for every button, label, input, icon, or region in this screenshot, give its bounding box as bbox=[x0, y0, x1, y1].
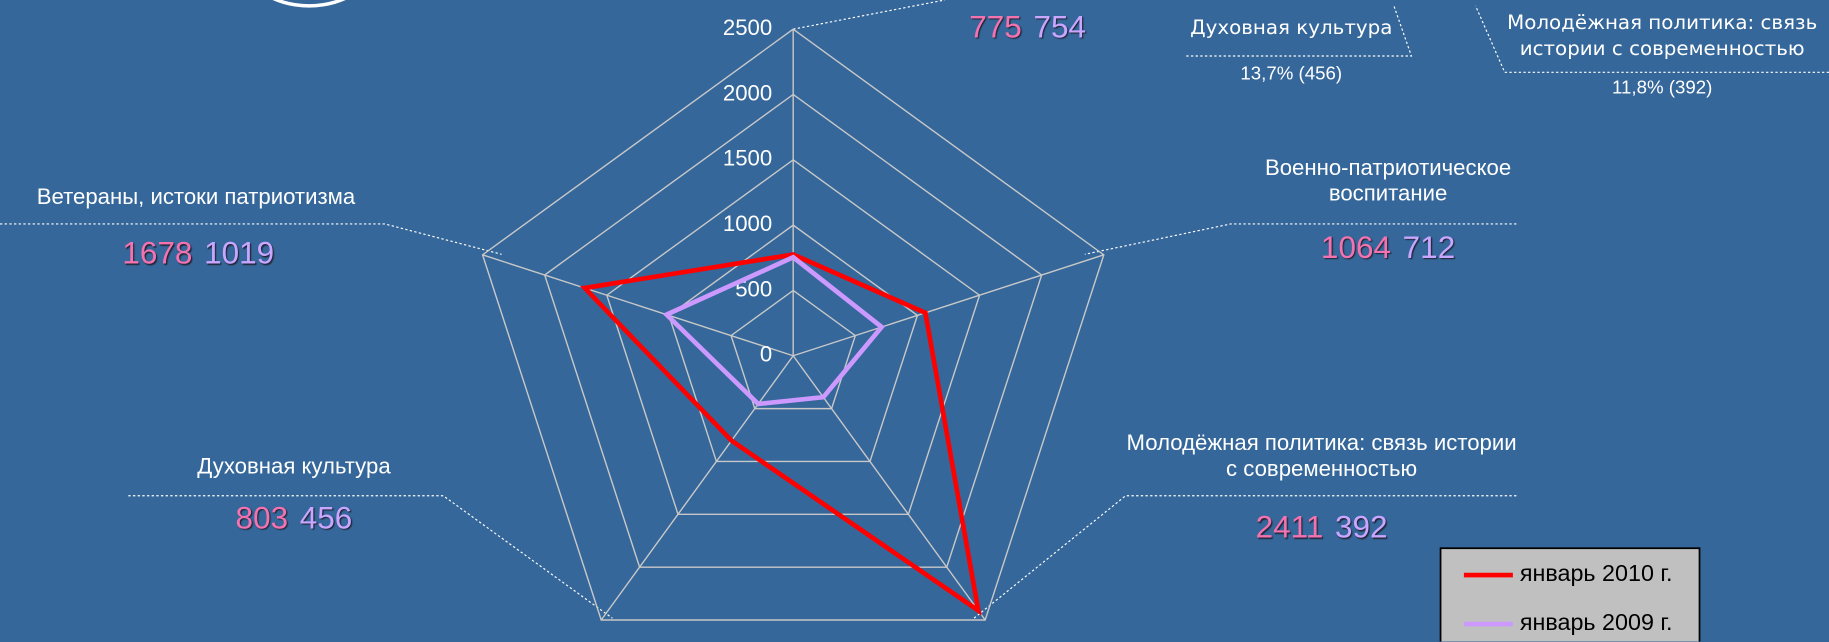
spoke bbox=[792, 355, 986, 621]
legend-label: январь 2009 г. bbox=[1520, 609, 1673, 635]
value-label: 1064 bbox=[1320, 229, 1392, 265]
spoke bbox=[600, 355, 794, 621]
value-label: 775 bbox=[969, 9, 1022, 45]
value-labels: 1064 712 bbox=[1315, 230, 1461, 266]
annotation-title: Духовная культура bbox=[1190, 16, 1393, 40]
value-labels: 2411 392 bbox=[1250, 510, 1394, 546]
category-label: Ветераны, истоки патриотизма bbox=[36, 185, 356, 210]
value-labels: 775 754 bbox=[963, 9, 1091, 45]
spoke bbox=[792, 254, 1105, 357]
annotation-value: 13,7% (456) bbox=[1240, 64, 1343, 84]
category-label: Военно-патриотическое воспитание bbox=[1264, 156, 1512, 207]
series-polygon bbox=[579, 252, 982, 616]
value-labels: 803 456 bbox=[230, 500, 358, 536]
spoke bbox=[482, 254, 794, 357]
value-label: 712 bbox=[1402, 229, 1456, 265]
value-label: 456 bbox=[299, 500, 353, 536]
value-labels: 1678 1019 bbox=[117, 236, 280, 272]
decor-circle bbox=[272, 0, 346, 8]
tick-label: 2000 bbox=[723, 80, 772, 105]
grid-ring bbox=[605, 158, 981, 516]
tick-label: 1500 bbox=[723, 146, 772, 171]
value-label: 392 bbox=[1335, 509, 1388, 545]
tick-label: 0 bbox=[760, 342, 772, 367]
value-label: 1019 bbox=[204, 235, 275, 271]
tick-label: 1000 bbox=[723, 211, 772, 236]
annotation-title: Молодёжная политика: связь истории с сов… bbox=[1507, 11, 1818, 61]
value-label: 1678 bbox=[122, 235, 193, 271]
value-label: 803 bbox=[235, 500, 289, 536]
value-label: 2411 bbox=[1255, 509, 1324, 545]
grid-ring bbox=[730, 289, 857, 410]
grid-ring bbox=[543, 93, 1043, 568]
annotation-value: 11,8% (392) bbox=[1612, 78, 1713, 98]
series-polygon bbox=[662, 254, 885, 407]
category-label: Молодёжная политика: связь истории с сов… bbox=[1126, 431, 1517, 482]
category-label: Духовная культура bbox=[197, 454, 391, 480]
legend-label: январь 2010 г. bbox=[1520, 560, 1673, 586]
value-label: 754 bbox=[1033, 9, 1087, 45]
tick-label: 2500 bbox=[723, 15, 772, 40]
grid-ring bbox=[481, 28, 1105, 621]
